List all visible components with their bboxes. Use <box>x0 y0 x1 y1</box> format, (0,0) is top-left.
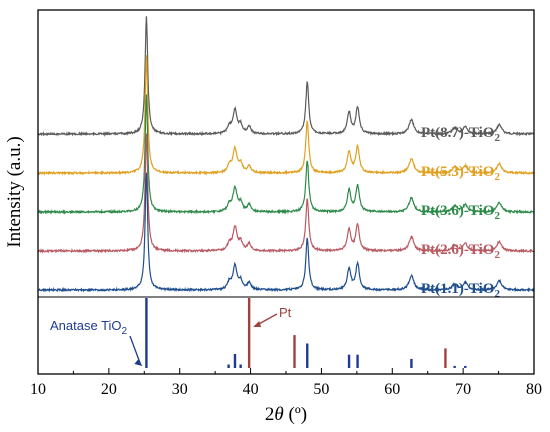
anatase-label: Anatase TiO2 <box>50 318 128 337</box>
xrd-curve-2 <box>37 55 535 176</box>
reference-lines <box>145 298 467 368</box>
x-tick-label: 20 <box>101 381 117 398</box>
reference-labels: Anatase TiO2 Pt <box>50 305 292 366</box>
x-tick-label: 30 <box>172 381 188 398</box>
x-tick-label: 50 <box>313 381 329 398</box>
series-label-1: Pt(8.7)-TiO2 <box>421 125 500 144</box>
x-tick-label: 70 <box>455 381 471 398</box>
pt-label: Pt <box>279 305 292 320</box>
anatase-arrowhead <box>134 359 143 366</box>
x-axis-title: 2θ (º) <box>265 404 307 425</box>
series-label-2: Pt(5.3)-TiO2 <box>421 164 500 183</box>
x-tick-label: 80 <box>526 381 542 398</box>
series-labels: Pt(8.7)-TiO2 Pt(5.3)-TiO2 Pt(3.6)-TiO2 Pt(2… <box>421 125 500 300</box>
xrd-curve-3 <box>37 94 535 215</box>
xrd-curve-4 <box>37 133 535 255</box>
y-axis-title: Intensity (a.u.) <box>4 136 25 247</box>
series-label-5: Pt(1.1)-TiO2 <box>421 281 500 300</box>
series-label-3: Pt(3.6)-TiO2 <box>421 203 500 222</box>
xrd-curve-1 <box>37 16 535 138</box>
anatase-arrow <box>129 335 142 365</box>
series-label-4: Pt(2.6)-TiO2 <box>421 242 500 261</box>
x-tick-label: 10 <box>30 381 46 398</box>
pt-arrowhead <box>253 321 262 327</box>
x-axis-ticks: 10 20 30 40 50 60 70 80 <box>30 368 542 398</box>
xrd-curve-5 <box>37 172 534 293</box>
x-tick-label: 40 <box>243 381 259 398</box>
xrd-curves <box>37 16 535 293</box>
x-tick-label: 60 <box>384 381 400 398</box>
